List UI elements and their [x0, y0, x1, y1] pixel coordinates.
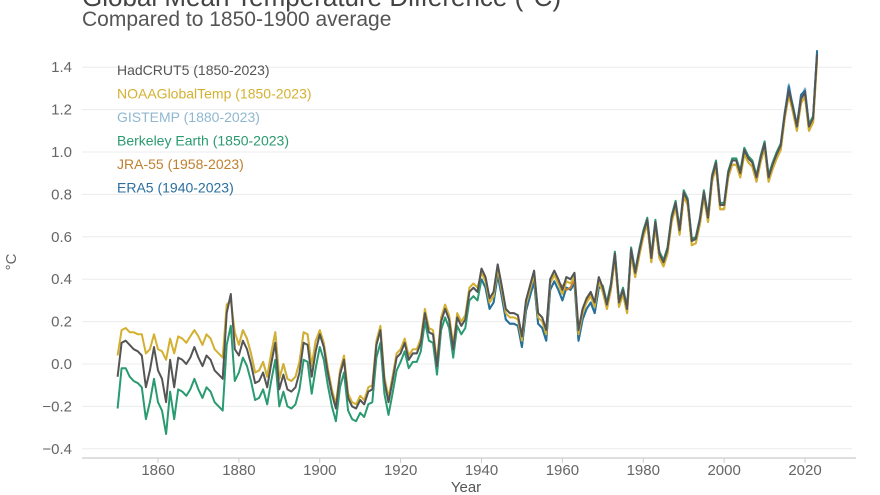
legend-entry: Berkeley Earth (1850-2023) [117, 133, 289, 149]
legend-entry: GISTEMP (1880-2023) [117, 109, 260, 125]
legend-entry: JRA-55 (1958-2023) [117, 156, 244, 172]
chart-title: Global Mean Temperature Difference (°C) [82, 0, 561, 13]
y-tick-label: 0.2 [51, 314, 72, 331]
x-tick-label: 1900 [303, 462, 336, 479]
x-tick-label: 1880 [222, 462, 255, 479]
x-tick-label: 1860 [141, 462, 174, 479]
x-tick-label: 1940 [465, 462, 498, 479]
y-tick-label: 1.4 [51, 59, 72, 76]
series-line [116, 54, 819, 410]
y-tick-label: 1.0 [51, 144, 72, 161]
x-tick-label: 1960 [546, 462, 579, 479]
y-tick-label: 0.8 [51, 186, 72, 203]
legend-entry: NOAAGlobalTemp (1850-2023) [117, 86, 312, 102]
chart-subtitle: Compared to 1850-1900 average [82, 8, 392, 31]
y-tick-label: 0.4 [51, 271, 72, 288]
y-tick-label: 1.2 [51, 102, 72, 119]
x-tick-label: 2000 [707, 462, 740, 479]
x-tick-label: 1920 [384, 462, 417, 479]
x-tick-label: 2020 [788, 462, 821, 479]
series-line [480, 50, 819, 348]
legend-entry: HadCRUT5 (1850-2023) [117, 62, 270, 78]
y-tick-label: 0.6 [51, 229, 72, 246]
x-axis-label: Year [451, 479, 481, 495]
x-tick-label: 1980 [627, 462, 660, 479]
legend-entry: ERA5 (1940-2023) [117, 180, 234, 196]
y-tick-label: 0.0 [51, 356, 72, 373]
y-tick-label: −0.4 [42, 441, 72, 458]
y-axis-label: °C [3, 253, 20, 270]
y-tick-label: −0.2 [42, 398, 72, 415]
